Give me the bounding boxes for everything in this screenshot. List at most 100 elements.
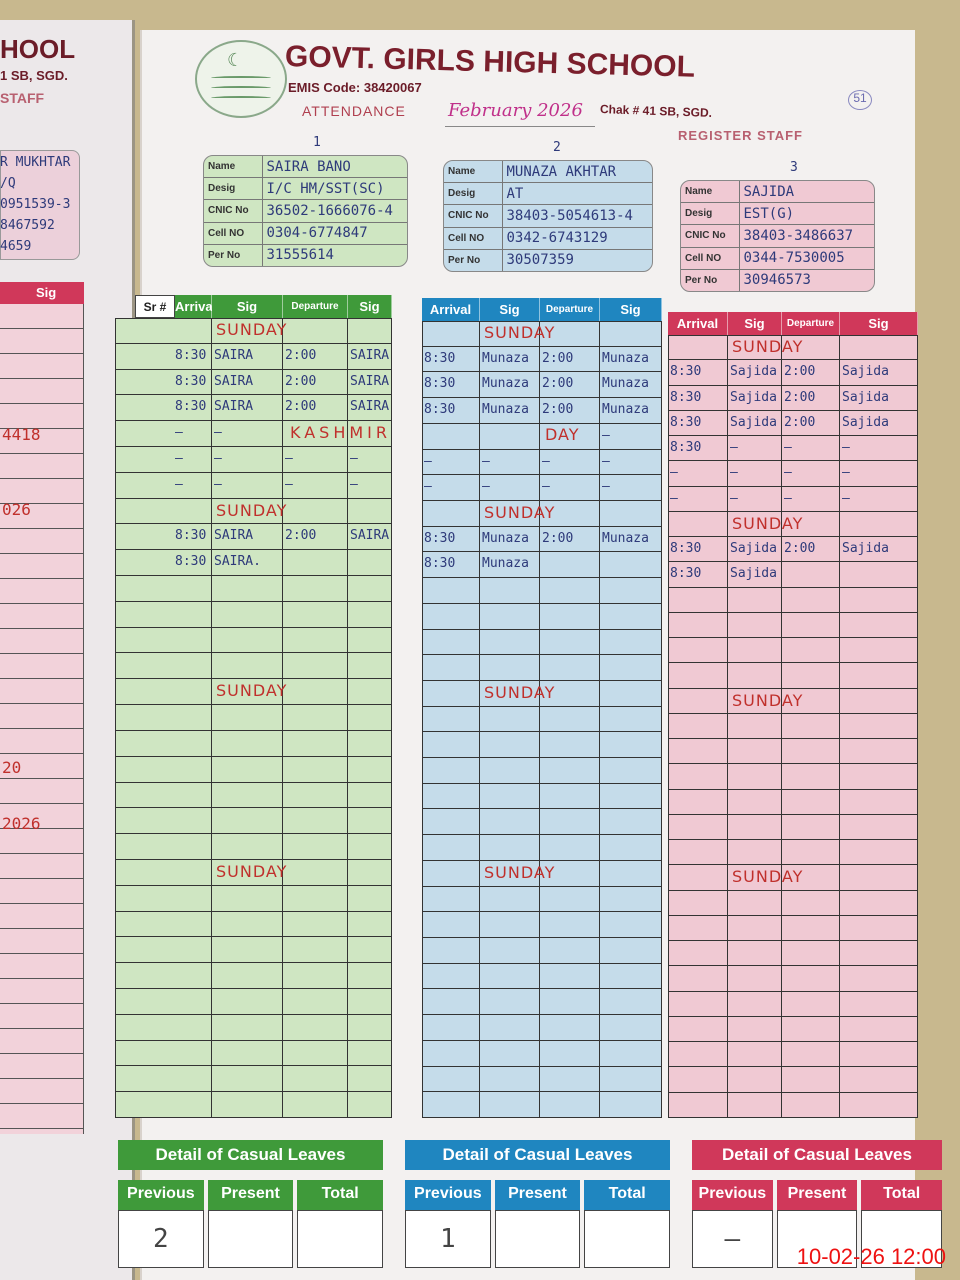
cell-departure-sig[interactable] [600, 1066, 662, 1093]
cell-departure[interactable] [540, 552, 600, 579]
cell-arrival-sig[interactable] [480, 1015, 540, 1041]
cell-arrival[interactable] [422, 321, 480, 347]
cell-departure-sig[interactable] [600, 809, 662, 836]
cell-arrival[interactable] [668, 789, 728, 815]
cell-arrival-sig[interactable]: Sajida [728, 360, 782, 386]
cell-departure[interactable] [540, 835, 600, 861]
cell-departure[interactable] [283, 1040, 348, 1067]
cell-arrival[interactable]: 8:30 [115, 395, 212, 422]
cell-departure-sig[interactable] [840, 638, 918, 664]
cell-arrival-sig[interactable]: Munaza [480, 398, 540, 424]
casual-leaves-present-value[interactable] [494, 1210, 581, 1268]
cell-departure[interactable] [540, 423, 600, 450]
cell-departure[interactable] [283, 705, 348, 731]
cell-departure-sig[interactable] [348, 1014, 392, 1041]
cell-departure-sig[interactable] [348, 550, 392, 577]
cell-departure-sig[interactable]: Munaza [600, 346, 662, 373]
cell-departure[interactable] [283, 421, 348, 448]
cell-arrival-sig[interactable] [480, 321, 540, 347]
cell-arrival-sig[interactable] [212, 705, 283, 731]
cell-arrival-sig[interactable] [480, 680, 540, 707]
cell-departure[interactable] [283, 756, 348, 783]
cell-arrival-sig[interactable] [212, 963, 283, 989]
cell-arrival[interactable] [422, 1015, 480, 1041]
cell-departure[interactable] [540, 1092, 600, 1118]
cell-arrival-sig[interactable]: SAIRA [212, 524, 283, 551]
cell-arrival-sig[interactable] [728, 941, 782, 967]
cell-departure-sig[interactable] [840, 739, 918, 765]
cell-arrival[interactable]: 8:30 [668, 562, 728, 588]
cell-departure[interactable] [540, 706, 600, 733]
cell-departure-sig[interactable] [348, 756, 392, 783]
cell-arrival-sig[interactable] [212, 937, 283, 964]
cell-arrival-sig[interactable] [480, 655, 540, 681]
cell-departure[interactable] [540, 758, 600, 784]
cell-departure[interactable]: – [540, 475, 600, 501]
cell-departure[interactable] [782, 663, 840, 689]
cell-arrival[interactable]: 8:30 [422, 526, 480, 553]
cell-departure[interactable] [540, 1015, 600, 1041]
cell-arrival[interactable] [422, 963, 480, 990]
cell-departure-sig[interactable] [840, 713, 918, 740]
cell-arrival-sig[interactable] [480, 732, 540, 759]
cell-arrival-sig[interactable] [728, 638, 782, 664]
cell-departure-sig[interactable] [600, 938, 662, 964]
cell-arrival-sig[interactable] [212, 1014, 283, 1041]
cell-arrival-sig[interactable]: SAIRA [212, 369, 283, 396]
cell-departure-sig[interactable] [348, 498, 392, 525]
cell-departure-sig[interactable] [348, 601, 392, 628]
cell-arrival[interactable] [115, 730, 212, 757]
cell-arrival[interactable] [668, 890, 728, 916]
cell-departure[interactable] [782, 562, 840, 588]
cell-arrival[interactable] [422, 809, 480, 836]
cell-arrival[interactable] [668, 587, 728, 613]
cell-departure[interactable] [782, 1067, 840, 1093]
cell-arrival[interactable] [115, 1040, 212, 1067]
cell-departure-sig[interactable] [348, 705, 392, 731]
cell-arrival[interactable] [668, 941, 728, 967]
cell-arrival-sig[interactable] [480, 1066, 540, 1093]
cell-departure-sig[interactable]: – [840, 486, 918, 512]
cell-departure[interactable] [782, 638, 840, 664]
cell-departure-sig[interactable] [840, 511, 918, 538]
cell-arrival-sig[interactable] [480, 758, 540, 784]
cell-arrival-sig[interactable]: Sajida [728, 410, 782, 437]
casual-leaves-previous-value[interactable]: 1 [405, 1210, 491, 1268]
cell-arrival-sig[interactable] [480, 938, 540, 964]
cell-departure-sig[interactable] [348, 834, 392, 860]
cell-departure-sig[interactable]: – [600, 423, 662, 450]
cell-departure[interactable] [283, 550, 348, 577]
cell-departure-sig[interactable]: SAIRA [348, 395, 392, 422]
cell-arrival[interactable] [115, 782, 212, 809]
cell-departure-sig[interactable] [840, 915, 918, 942]
cell-arrival-sig[interactable]: – [480, 475, 540, 501]
cell-arrival[interactable] [422, 860, 480, 887]
casual-leaves-previous-value[interactable]: 2 [118, 1210, 204, 1268]
cell-arrival-sig[interactable] [212, 1092, 283, 1118]
cell-departure-sig[interactable] [348, 653, 392, 680]
cell-departure-sig[interactable] [840, 840, 918, 866]
cell-arrival[interactable] [422, 578, 480, 604]
cell-arrival-sig[interactable]: Sajida [728, 562, 782, 588]
cell-departure[interactable]: 2:00 [540, 372, 600, 399]
cell-departure-sig[interactable] [348, 1040, 392, 1067]
cell-arrival[interactable] [668, 1067, 728, 1093]
cell-arrival[interactable] [422, 783, 480, 810]
cell-arrival-sig[interactable]: – [212, 447, 283, 473]
cell-departure[interactable] [540, 886, 600, 913]
cell-departure[interactable] [540, 989, 600, 1016]
casual-leaves-present-value[interactable] [776, 1210, 858, 1268]
cell-departure-sig[interactable] [348, 808, 392, 835]
cell-arrival[interactable] [115, 859, 212, 886]
cell-arrival-sig[interactable] [212, 318, 283, 344]
cell-departure-sig[interactable] [348, 730, 392, 757]
cell-departure[interactable] [283, 911, 348, 938]
cell-arrival-sig[interactable] [212, 859, 283, 886]
cell-departure-sig[interactable] [600, 500, 662, 527]
cell-arrival-sig[interactable] [728, 991, 782, 1017]
cell-departure[interactable] [782, 966, 840, 992]
cell-departure-sig[interactable] [348, 679, 392, 706]
cell-departure-sig[interactable] [348, 318, 392, 344]
cell-departure-sig[interactable] [600, 835, 662, 861]
cell-departure[interactable] [540, 578, 600, 604]
